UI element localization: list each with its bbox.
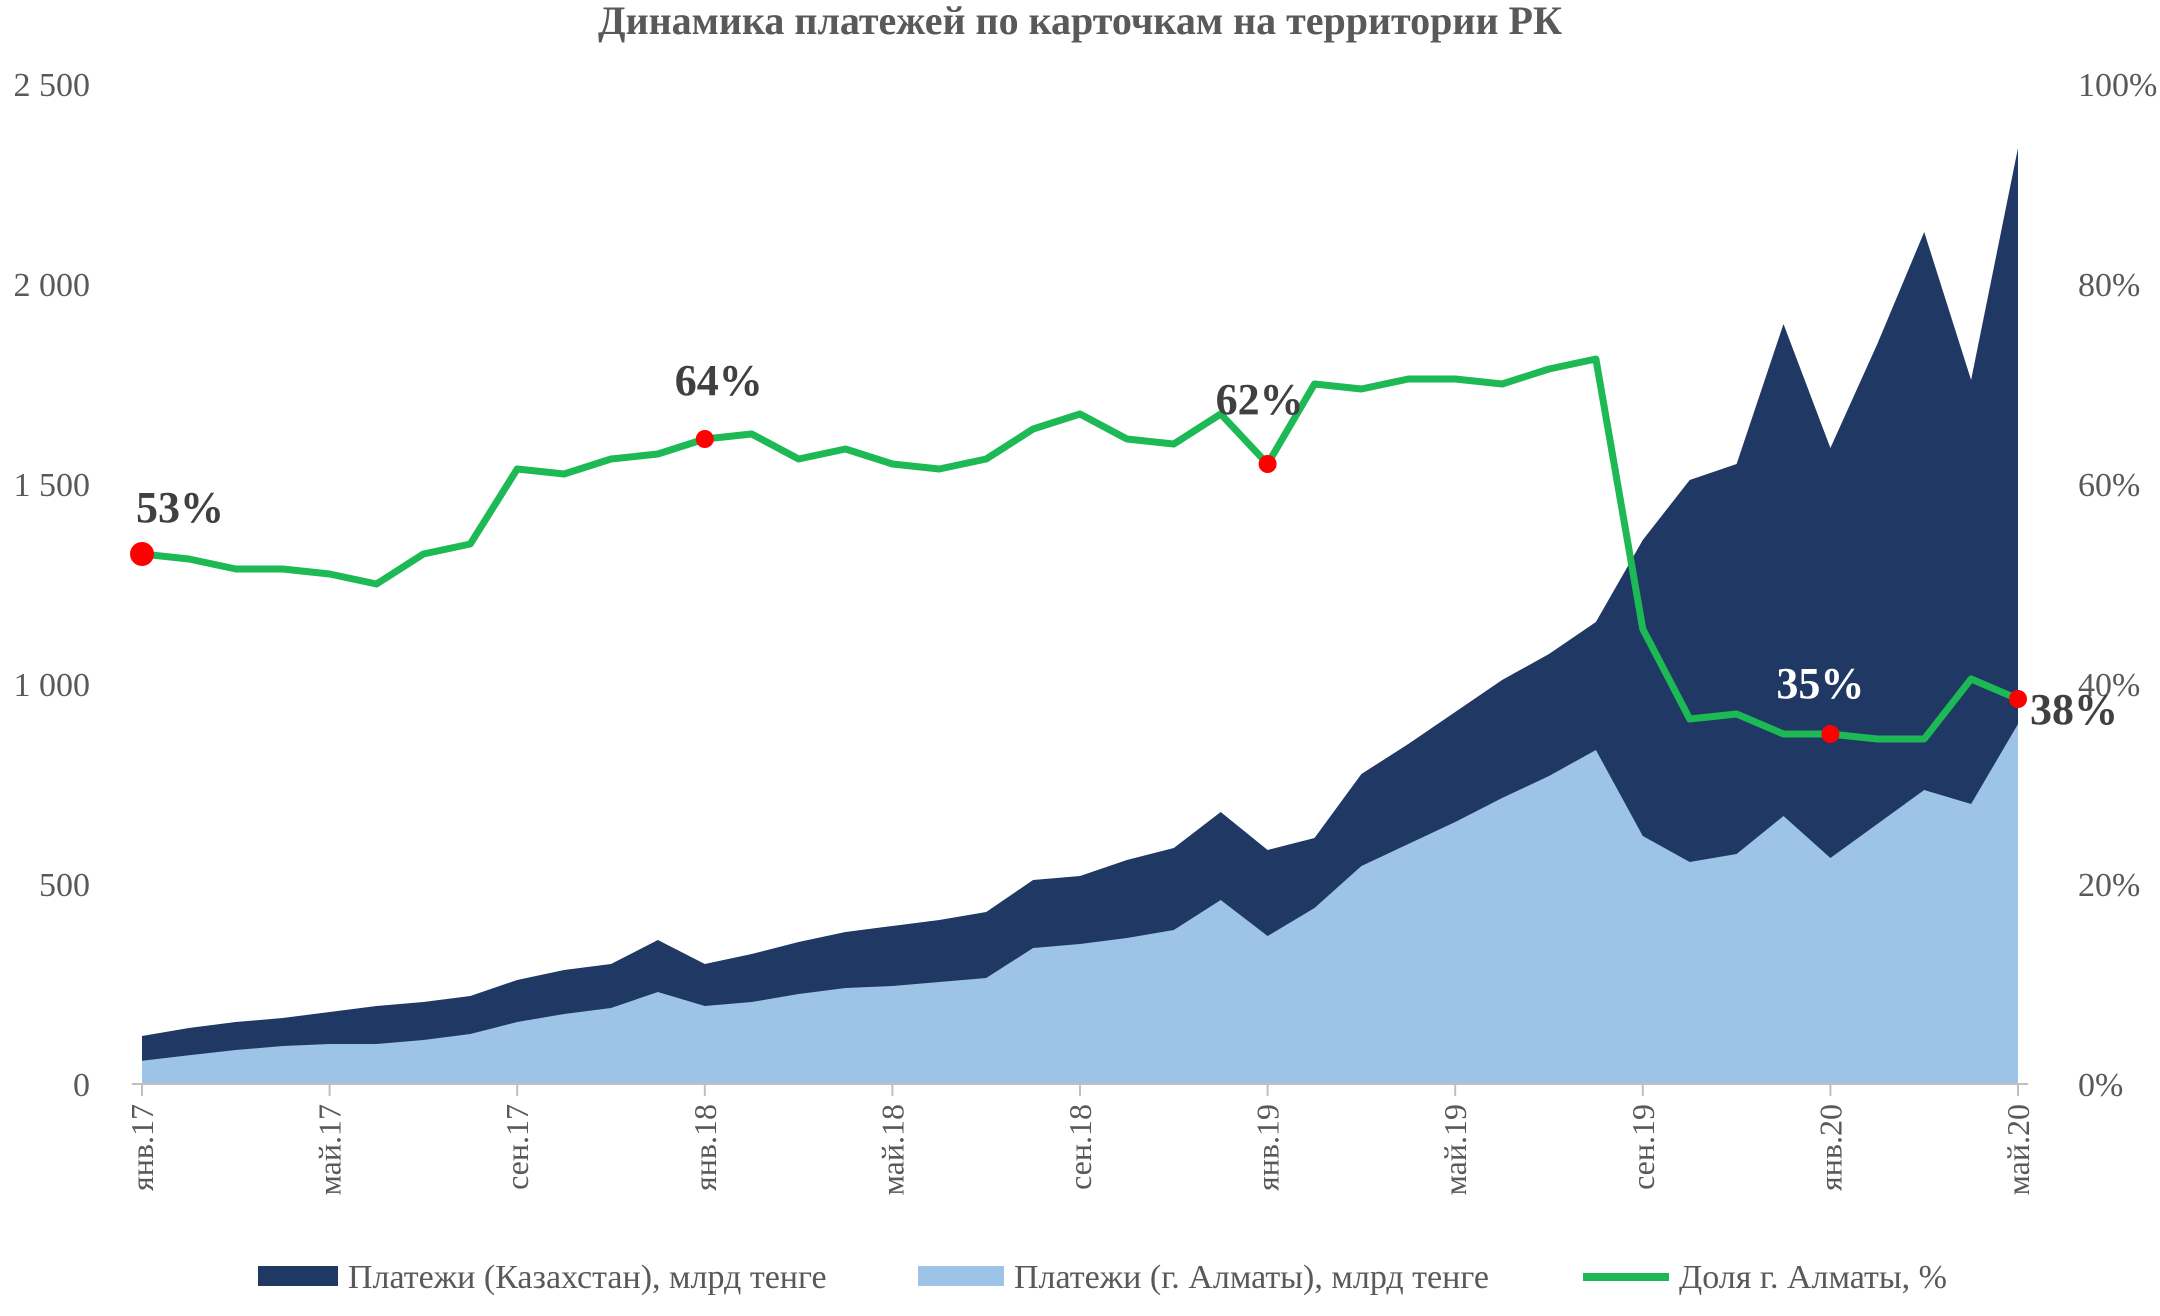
legend-swatch (1583, 1273, 1669, 1281)
point-label: 53% (136, 483, 224, 532)
x-tick-label: май.20 (2000, 1104, 2036, 1195)
point-label: 35% (1776, 659, 1864, 708)
area-платежи-г-алматы- (142, 724, 2018, 1084)
chart-title: Динамика платежей по карточкам на террит… (598, 0, 1562, 43)
left-tick-label: 2 500 (14, 67, 91, 104)
right-tick-label: 100% (2078, 67, 2157, 104)
point-marker (1258, 455, 1277, 473)
x-tick-label: янв.20 (1812, 1104, 1848, 1191)
area-series (142, 148, 2018, 1084)
x-axis-ticks: янв.17 май.17 сен.17 янв.18 май.18 сен.18 янв.… (124, 1084, 2036, 1195)
left-tick-label: 1 500 (14, 467, 91, 504)
point-marker (130, 542, 154, 566)
point-marker (695, 430, 714, 448)
point-markers: 53% 64% 62% 35% 38% (130, 356, 2118, 743)
point-label: 64% (675, 356, 763, 405)
right-tick-label: 0% (2078, 1067, 2123, 1104)
x-tick-label: сен.19 (1625, 1104, 1661, 1190)
point-marker (1821, 725, 1840, 743)
x-tick-label: май.17 (312, 1104, 348, 1195)
legend: Платежи (Казахстан), млрд тенге Платежи (… (258, 1259, 1947, 1296)
point-marker (2009, 690, 2027, 708)
left-tick-label: 2 000 (14, 267, 91, 304)
right-tick-label: 40% (2078, 667, 2140, 704)
right-tick-label: 20% (2078, 867, 2140, 904)
point-label: 62% (1216, 375, 1304, 424)
x-tick-label: янв.18 (687, 1104, 723, 1191)
left-axis-ticks: 0 500 1 000 1 500 2 000 2 500 (14, 67, 91, 1104)
right-axis-ticks: 0% 20% 40% 60% 80% 100% (2078, 67, 2157, 1104)
x-tick-label: янв.19 (1250, 1104, 1286, 1191)
x-tick-label: сен.18 (1062, 1104, 1098, 1190)
point-label: 38% (2030, 685, 2118, 734)
x-tick-label: май.19 (1437, 1104, 1473, 1195)
legend-label: Доля г. Алматы, % (1679, 1259, 1947, 1296)
legend-swatch (258, 1266, 338, 1286)
left-tick-label: 1 000 (14, 667, 91, 704)
x-tick-label: янв.17 (124, 1104, 160, 1191)
right-tick-label: 60% (2078, 467, 2140, 504)
share-line (138, 355, 2022, 743)
x-tick-label: сен.17 (499, 1104, 535, 1190)
legend-label: Платежи (Казахстан), млрд тенге (348, 1259, 827, 1296)
x-tick-label: май.18 (874, 1104, 910, 1195)
left-tick-label: 500 (39, 867, 90, 904)
right-tick-label: 80% (2078, 267, 2140, 304)
left-tick-label: 0 (73, 1067, 90, 1104)
legend-swatch (918, 1266, 1004, 1286)
legend-label: Платежи (г. Алматы), млрд тенге (1014, 1259, 1489, 1296)
line-series (138, 355, 2022, 743)
